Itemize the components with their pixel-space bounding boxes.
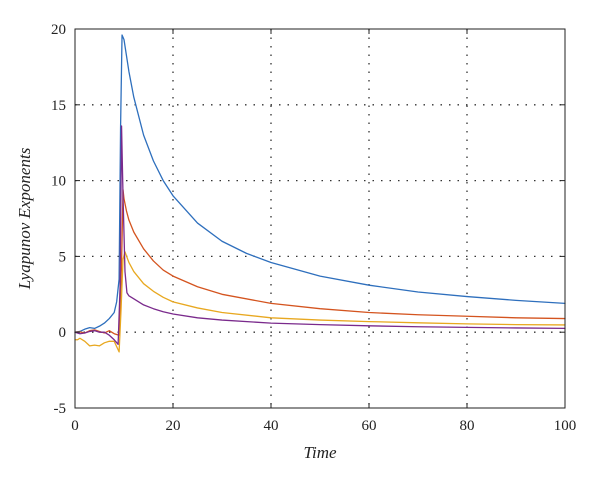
x-tick-label: 0: [71, 418, 79, 434]
y-tick-label: 0: [59, 325, 67, 341]
y-axis-title: Lyapunov Exponents: [15, 147, 34, 290]
y-tick-label: 20: [51, 22, 66, 38]
x-tick-label: 80: [460, 418, 475, 434]
series-line-3: [74, 251, 566, 353]
series-line-4: [74, 125, 566, 345]
x-tick-label: 100: [554, 418, 577, 434]
series-line-1: [74, 34, 566, 333]
x-tick-label: 60: [362, 418, 377, 434]
x-tick-label: 40: [264, 418, 279, 434]
series-group: [74, 34, 566, 353]
plot-frame: [74, 28, 566, 409]
y-tick-label: 15: [51, 98, 66, 114]
x-axis-title: Time: [303, 443, 337, 462]
y-tick-label: 10: [51, 174, 66, 190]
series-line-2: [74, 189, 566, 336]
grid: [75, 29, 565, 408]
x-tick-label: 20: [166, 418, 181, 434]
y-tick-label: -5: [54, 401, 67, 417]
y-tick-label: 5: [59, 249, 67, 265]
